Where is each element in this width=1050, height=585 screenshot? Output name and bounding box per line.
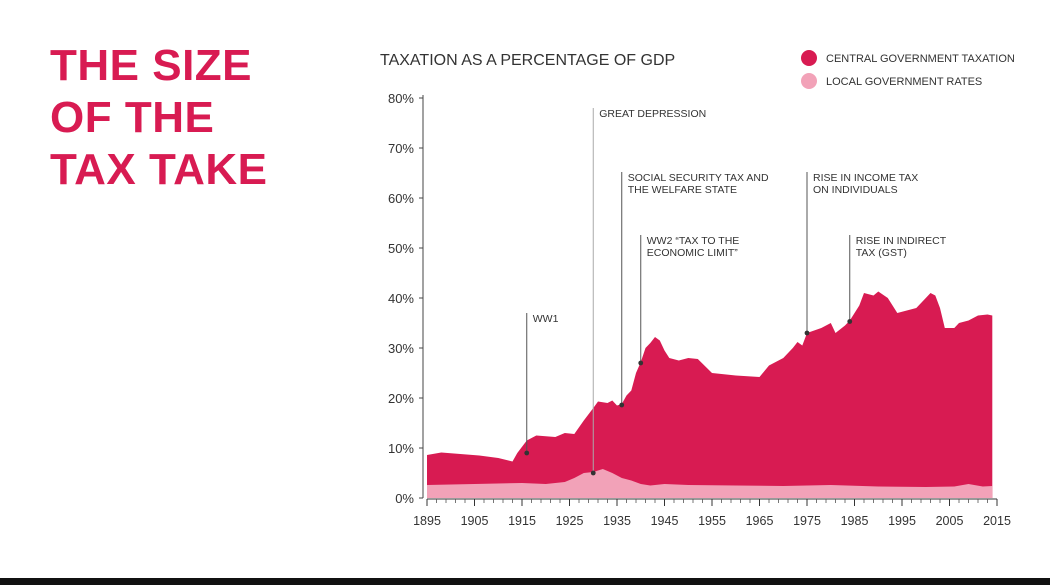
annotation-dot-6 [847,319,853,324]
annotation-dot-2 [590,470,596,476]
x-tick-label-9: 1985 [841,514,869,528]
headline: THE SIZE OF THE TAX TAKE [50,40,267,196]
annotation-label-4-2: ECONOMIC LIMIT” [647,247,739,259]
headline-line-3: TAX TAKE [50,145,268,194]
headline-line-1: THE SIZE [50,41,253,90]
area-series-2 [427,469,993,498]
annotation-label-6-2: TAX (GST) [856,247,907,259]
annotation-dot-1 [524,450,530,456]
y-tick-label-0: 0% [395,491,414,506]
x-tick-label-7: 1965 [746,514,774,528]
y-tick-label-4: 40% [388,291,414,306]
x-tick-label-4: 1935 [603,514,631,528]
legend-swatch-1 [801,50,817,66]
annotation-dot-3 [619,402,625,408]
legend-label-1: CENTRAL GOVERNMENT TAXATION [826,53,1015,65]
x-axis: 1895 1905 1915 1925 1935 1945 1955 1965 1975 1985… [413,498,1011,528]
headline-line-2: OF THE [50,93,215,142]
x-tick-label-1: 1905 [461,514,489,528]
x-tick-label-12: 2015 [983,514,1011,528]
x-tick-label-3: 1925 [556,514,584,528]
y-tick-label-5: 50% [388,241,414,256]
annotation-label-3-2: THE WELFARE STATE [628,184,737,196]
chart-areas [427,291,993,498]
annotation-label-4-1: WW2 “TAX TO THE [647,235,740,247]
y-tick-label-3: 30% [388,341,414,356]
annotation-label-3-1: SOCIAL SECURITY TAX AND [628,172,769,184]
y-tick-label-6: 60% [388,191,414,206]
y-tick-label-2: 20% [388,391,414,406]
annotation-dot-5 [804,330,810,336]
bottom-rule [0,578,1050,585]
legend-label-2: LOCAL GOVERNMENT RATES [826,76,982,88]
x-tick-label-5: 1945 [651,514,679,528]
x-tick-label-0: 1895 [413,514,441,528]
x-tick-label-6: 1955 [698,514,726,528]
chart-legend: CENTRAL GOVERNMENT TAXATION LOCAL GOVERNM… [801,50,1015,89]
annotation-label-6-1: RISE IN INDIRECT [856,235,947,247]
y-axis: 0% 10% 20% 30% 40% 50% 60% 70% 80% [388,91,424,506]
x-tick-label-2: 1915 [508,514,536,528]
legend-swatch-2 [801,73,817,89]
y-tick-label-8: 80% [388,91,414,106]
annotation-label-1-1: WW1 [533,313,559,325]
annotation-label-5-2: ON INDIVIDUALS [813,184,898,196]
annotation-label-5-1: RISE IN INCOME TAX [813,172,918,184]
area-series-1 [427,291,993,498]
chart-annotations: WW1 GREAT DEPRESSION SOCIAL SECURITY TAX A… [524,108,947,476]
annotation-dot-4 [638,360,644,366]
x-tick-label-10: 1995 [888,514,916,528]
annotation-label-2-1: GREAT DEPRESSION [599,108,706,120]
y-tick-label-7: 70% [388,141,414,156]
x-tick-label-8: 1975 [793,514,821,528]
chart-title: TAXATION AS A PERCENTAGE OF GDP [380,52,675,69]
x-tick-label-11: 2005 [936,514,964,528]
y-tick-label-1: 10% [388,441,414,456]
